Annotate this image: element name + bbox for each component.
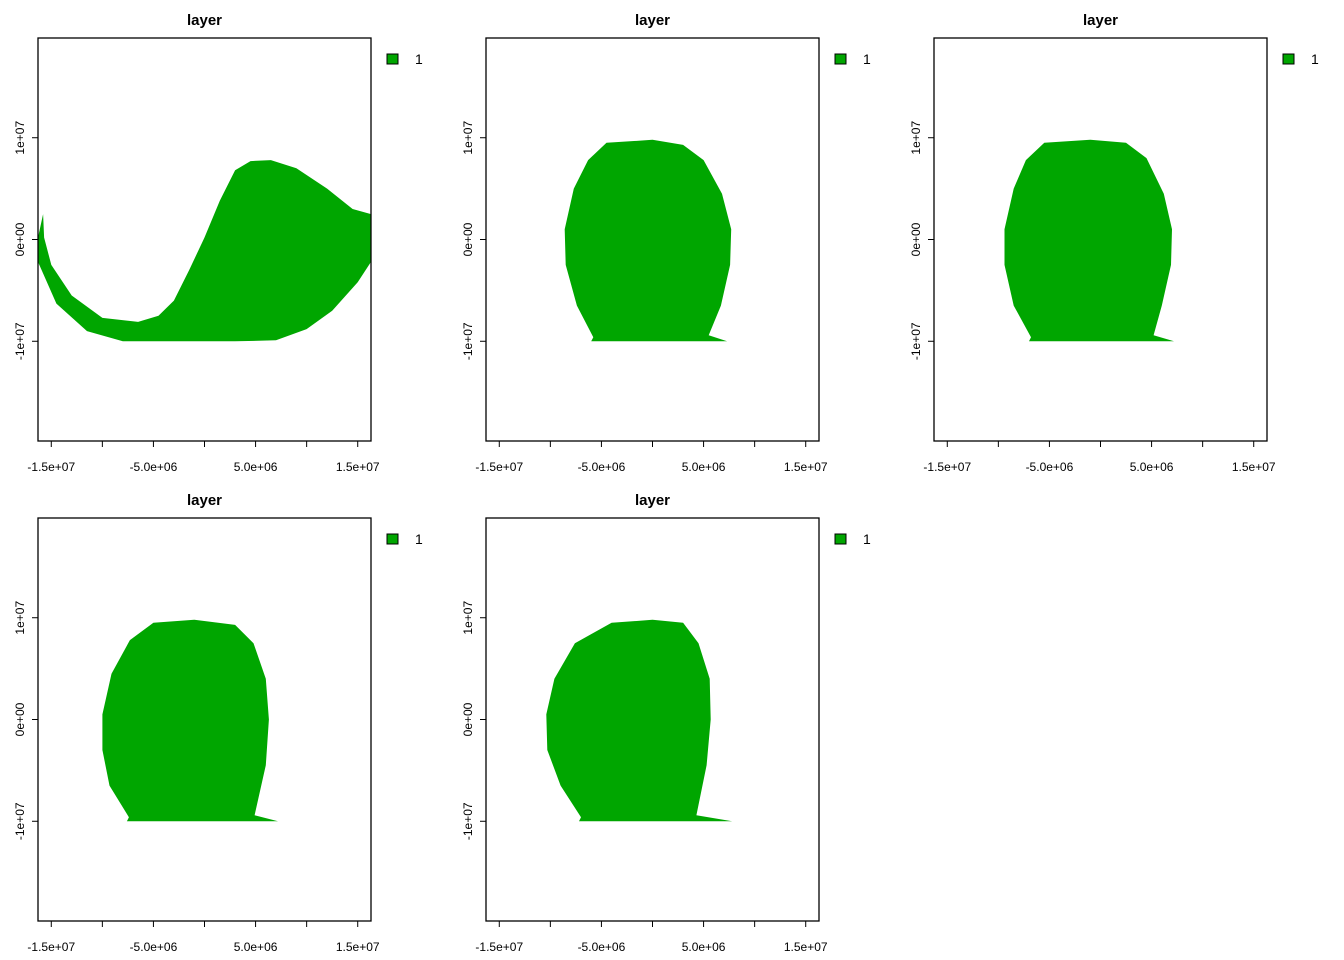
x-tick-label: 1.5e+07	[784, 940, 828, 954]
x-tick-label: -5.0e+06	[130, 460, 178, 474]
y-tick-label: 0e+00	[461, 222, 475, 256]
map-panel-5: layer -1.5e+07 -5.0e+06 5.0e+06 1.5e+07 -1e+0…	[461, 492, 871, 954]
y-tick-label: 1e+07	[13, 601, 27, 635]
x-tick-label: 5.0e+06	[682, 460, 726, 474]
panel-title: layer	[187, 492, 222, 509]
legend: 1	[1282, 51, 1319, 67]
raster-region	[38, 160, 371, 342]
map-panel-4: layer -1.5e+07 -5.0e+06 5.0e+06 1.5e+07 -1e+0…	[13, 492, 423, 954]
x-tick-label: 1.5e+07	[336, 460, 380, 474]
x-tick-label: -5.0e+06	[578, 940, 626, 954]
x-tick-label: 1.5e+07	[784, 460, 828, 474]
y-tick-label: 0e+00	[461, 702, 475, 736]
y-tick-label: 0e+00	[13, 222, 27, 256]
x-tick-label: 5.0e+06	[234, 940, 278, 954]
panel-title: layer	[635, 492, 670, 509]
y-tick-label: -1e+07	[461, 322, 475, 360]
map-panel-3: layer -1.5e+07 -5.0e+06 5.0e+06 1.5e+07 -1e+0…	[909, 12, 1319, 474]
x-tick-label: -5.0e+06	[130, 940, 178, 954]
x-tick-label: 5.0e+06	[682, 940, 726, 954]
map-panel-1: layer -1.5e+07 -5.0e+06 5.0e+06 1.5e+07 -1e+0…	[13, 12, 423, 474]
x-tick-label: 5.0e+06	[1130, 460, 1174, 474]
x-tick-label: 1.5e+07	[1232, 460, 1276, 474]
legend-label: 1	[1311, 51, 1319, 67]
y-tick-label: -1e+07	[13, 322, 27, 360]
x-tick-label: -1.5e+07	[923, 460, 971, 474]
panel-title: layer	[635, 12, 670, 29]
raster-region	[102, 619, 279, 822]
legend: 1	[834, 531, 871, 547]
legend-swatch	[1282, 53, 1295, 65]
x-tick-label: -1.5e+07	[27, 460, 75, 474]
raster-region	[1004, 139, 1174, 342]
x-tick-label: -5.0e+06	[578, 460, 626, 474]
y-tick-label: 1e+07	[461, 121, 475, 155]
y-tick-label: 1e+07	[909, 121, 923, 155]
legend-swatch	[386, 53, 399, 65]
x-tick-label: -5.0e+06	[1026, 460, 1074, 474]
legend-label: 1	[415, 51, 423, 67]
y-tick-label: 0e+00	[13, 702, 27, 736]
map-panel-2: layer -1.5e+07 -5.0e+06 5.0e+06 1.5e+07 -1e+0…	[461, 12, 871, 474]
legend-swatch	[386, 533, 399, 545]
legend: 1	[386, 531, 423, 547]
legend-label: 1	[415, 531, 423, 547]
x-tick-label: -1.5e+07	[475, 940, 523, 954]
y-tick-label: 0e+00	[909, 222, 923, 256]
y-tick-label: 1e+07	[461, 601, 475, 635]
x-tick-label: -1.5e+07	[27, 940, 75, 954]
legend-label: 1	[863, 51, 871, 67]
legend-swatch	[834, 533, 847, 545]
y-tick-label: -1e+07	[461, 802, 475, 840]
y-tick-label: -1e+07	[13, 802, 27, 840]
legend-swatch	[834, 53, 847, 65]
panel-title: layer	[1083, 12, 1118, 29]
y-tick-label: 1e+07	[13, 121, 27, 155]
y-tick-label: -1e+07	[909, 322, 923, 360]
legend: 1	[386, 51, 423, 67]
raster-region	[546, 619, 733, 822]
legend: 1	[834, 51, 871, 67]
x-tick-label: 5.0e+06	[234, 460, 278, 474]
panel-title: layer	[187, 12, 222, 29]
legend-label: 1	[863, 531, 871, 547]
raster-region	[564, 139, 732, 342]
x-tick-label: 1.5e+07	[336, 940, 380, 954]
x-tick-label: -1.5e+07	[475, 460, 523, 474]
